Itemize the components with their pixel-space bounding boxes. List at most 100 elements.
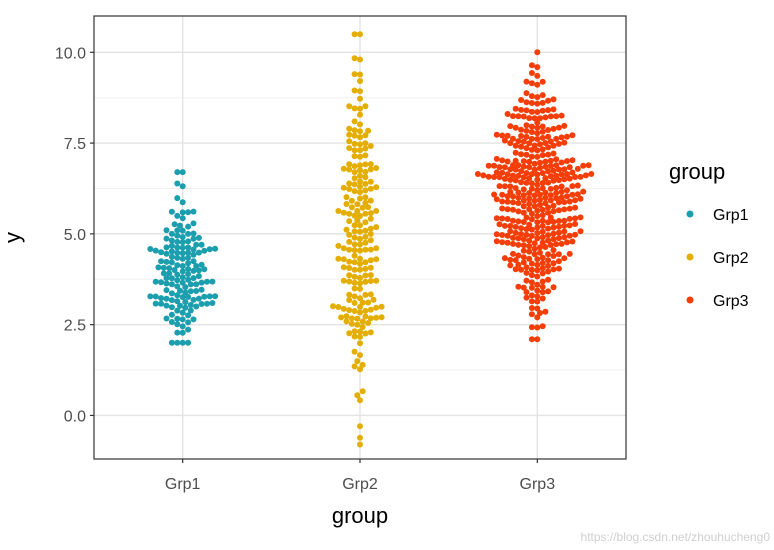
point-grp1 [185,326,192,333]
point-grp3 [561,222,568,229]
point-grp3 [523,170,530,176]
point-grp3 [520,186,527,193]
point-grp1 [179,250,186,257]
point-grp3 [539,134,546,141]
point-grp3 [534,293,541,300]
point-grp3 [493,238,500,245]
point-grp3 [520,284,527,291]
point-grp1 [209,300,216,306]
point-grp2 [340,165,347,172]
point-grp2 [357,333,363,340]
point-grp3 [534,153,541,160]
point-grp3 [526,175,533,182]
point-grp1 [174,227,181,234]
point-grp1 [190,246,197,253]
point-grp1 [158,295,165,302]
point-grp1 [158,258,165,265]
point-grp1 [174,307,181,314]
point-grp3 [550,260,557,267]
point-grp2 [357,228,363,235]
point-grp3 [572,197,579,204]
point-grp3 [550,150,557,157]
point-grp3 [545,107,552,114]
point-grp3 [555,177,562,184]
point-grp2 [346,231,353,238]
point-grp2 [351,273,358,280]
point-grp1 [187,281,194,288]
point-grp3 [534,72,541,79]
point-grp1 [174,195,181,202]
point-grp3 [504,216,511,222]
point-grp3 [542,158,549,165]
point-grp2 [357,147,363,154]
point-grp1 [171,267,178,273]
point-grp3 [569,169,576,176]
point-grp3 [545,257,552,264]
point-grp1 [168,275,175,282]
point-grp3 [553,172,560,179]
point-grp3 [534,64,541,71]
point-grp3 [550,142,557,149]
point-grp3 [531,160,538,167]
point-grp3 [545,262,552,269]
point-grp3 [526,195,533,202]
point-grp2 [346,210,353,217]
point-grp3 [534,287,541,294]
point-grp3 [510,193,516,200]
point-grp2 [351,285,358,292]
point-grp2 [346,265,353,271]
point-grp2 [362,180,369,187]
point-grp2 [365,204,372,211]
point-grp3 [515,218,522,225]
point-grp1 [195,267,202,274]
point-grp2 [351,234,358,241]
point-grp2 [367,272,374,279]
point-grp3 [531,203,538,210]
point-grp1 [160,270,167,277]
point-grp2 [340,209,347,216]
point-grp3 [528,260,535,267]
point-grp3 [550,218,557,225]
point-grp3 [537,249,543,256]
point-grp3 [528,108,535,115]
point-grp1 [179,329,186,336]
point-grp3 [528,153,535,160]
point-grp3 [534,235,541,242]
point-grp1 [204,278,210,285]
point-grp3 [518,151,525,158]
point-grp3 [566,164,573,171]
point-grp3 [510,172,516,179]
point-grp3 [510,234,516,241]
point-grp2 [346,246,353,253]
point-grp3 [496,174,503,181]
point-grp1 [193,263,200,269]
point-grp3 [491,191,498,198]
point-grp3 [528,123,535,130]
point-grp3 [537,191,543,198]
point-grp3 [539,295,546,302]
point-grp3 [523,78,530,85]
point-grp1 [179,268,186,275]
point-grp1 [168,259,175,266]
point-grp2 [362,168,369,175]
point-grp2 [357,441,363,448]
point-grp3 [561,255,568,262]
point-grp3 [539,265,546,272]
point-grp3 [534,305,541,312]
point-grp3 [499,205,506,212]
point-grp3 [555,199,562,206]
point-grp3 [553,190,560,196]
point-grp3 [542,163,549,170]
point-grp1 [152,247,159,254]
y-tick-label: 5.0 [64,227,86,244]
point-grp3 [515,241,522,248]
point-grp1 [193,303,200,310]
point-grp3 [534,130,541,137]
y-tick-label: 2.5 [64,318,86,335]
point-grp3 [542,244,549,250]
point-grp1 [168,297,175,304]
point-grp2 [351,105,358,112]
point-grp2 [351,279,358,286]
point-grp3 [558,240,565,247]
point-grp3 [534,181,541,188]
